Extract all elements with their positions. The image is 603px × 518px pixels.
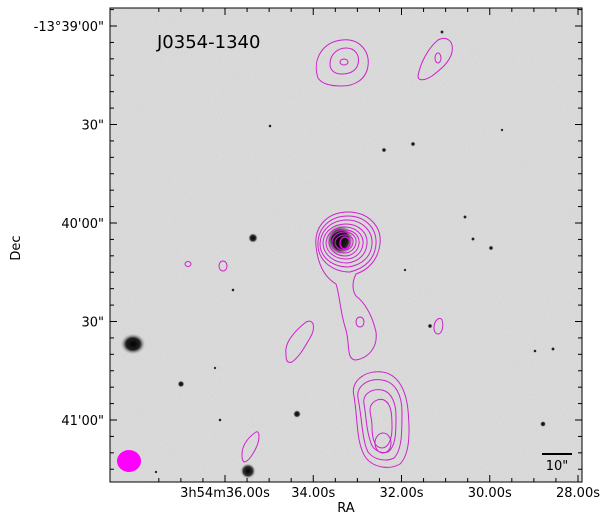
star <box>381 147 387 153</box>
contour <box>315 39 369 87</box>
contour <box>184 261 192 267</box>
contour <box>363 389 397 453</box>
y-tick-labels: -13°39'00" 30" 40'00" 30" 41'00" <box>34 20 104 429</box>
contour <box>339 236 351 250</box>
star <box>240 463 256 479</box>
contour <box>319 219 373 268</box>
contour <box>374 432 392 454</box>
contour <box>369 399 393 449</box>
star <box>231 288 235 292</box>
star <box>248 233 258 243</box>
contour <box>329 47 359 75</box>
contour <box>331 231 357 254</box>
star <box>218 418 222 422</box>
scale-bar-label: 10" <box>546 459 569 474</box>
x-axis-title: RA <box>337 501 355 516</box>
star <box>500 128 504 132</box>
star <box>213 366 217 370</box>
contour <box>339 58 349 66</box>
contour <box>352 371 410 468</box>
y-tick-label: 40'00" <box>61 217 104 232</box>
y-tick-label: 41'00" <box>61 414 104 429</box>
star <box>293 410 301 418</box>
contour <box>355 316 365 328</box>
y-axis-title: Dec <box>9 235 24 260</box>
contour <box>334 234 354 251</box>
y-tick-label: 30" <box>81 316 104 331</box>
contour <box>285 320 314 363</box>
star <box>533 349 537 353</box>
star <box>440 30 444 34</box>
y-tick-label: -13°39'00" <box>34 20 104 35</box>
source-label: J0354-1340 <box>156 32 260 53</box>
star <box>177 380 185 388</box>
star <box>488 245 494 251</box>
star <box>427 323 433 329</box>
contour <box>417 38 453 81</box>
star <box>540 421 546 427</box>
x-tick-label: 28.00s <box>556 486 600 501</box>
contour <box>317 215 377 273</box>
contour <box>434 52 442 64</box>
contour <box>218 260 228 272</box>
scale-bar: 10" <box>542 453 572 474</box>
plot-frame <box>109 7 583 483</box>
star <box>403 268 407 272</box>
contour <box>241 431 260 463</box>
star <box>471 237 475 241</box>
star <box>463 215 467 219</box>
y-tick-label: 30" <box>81 119 104 134</box>
star <box>268 124 272 128</box>
axis-ticks <box>110 8 582 482</box>
x-tick-label: 30.00s <box>468 486 512 501</box>
star <box>154 470 158 474</box>
contour <box>322 223 368 264</box>
contour <box>433 317 444 335</box>
contour <box>315 211 381 361</box>
x-tick-label: 32.00s <box>380 486 424 501</box>
x-tick-label: 3h54m36.00s <box>180 486 270 501</box>
star <box>551 347 555 351</box>
star <box>410 141 416 147</box>
beam-ellipse <box>117 450 141 472</box>
contour <box>328 229 360 257</box>
contour <box>357 379 403 461</box>
contour <box>325 226 364 260</box>
x-tick-labels: 3h54m36.00s 34.00s 32.00s 30.00s 28.00s <box>180 486 600 501</box>
x-tick-label: 34.00s <box>291 486 335 501</box>
radio-contours <box>184 38 453 468</box>
bright-galaxy-left <box>120 333 146 355</box>
